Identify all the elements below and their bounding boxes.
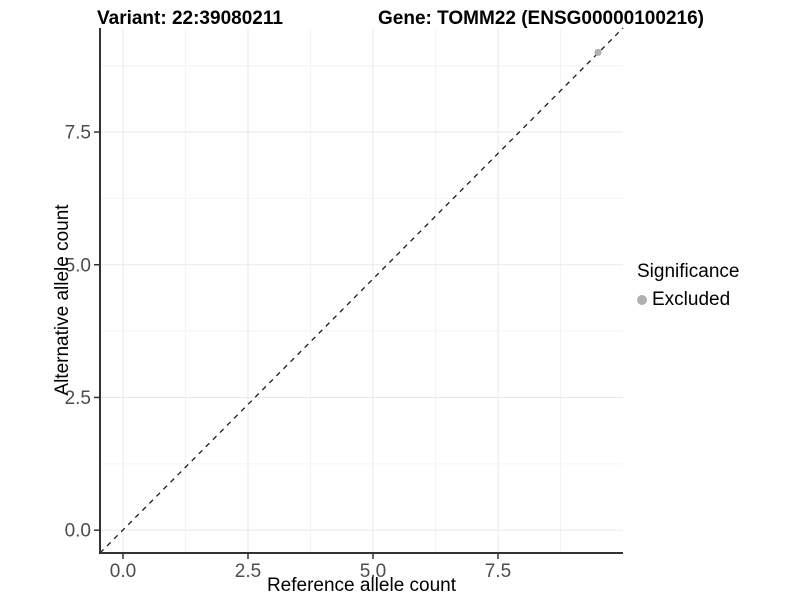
legend-excluded-dot-icon (637, 295, 647, 305)
grid-major (100, 28, 623, 553)
grid-minor (100, 28, 623, 553)
plot-title-gene: Gene: TOMM22 (ENSG00000100216) (378, 8, 704, 29)
data-point-excluded (594, 48, 602, 57)
y-tick-label: 0.0 (65, 521, 91, 542)
axis-tick-labels: 0.0 2.5 5.0 7.5 0.0 2.5 5.0 7.5 (65, 123, 512, 582)
y-tick-label: 2.5 (65, 388, 91, 409)
legend-title: Significance (637, 261, 740, 282)
x-tick-label: 5.0 (360, 561, 386, 582)
x-tick-label: 0.0 (110, 561, 136, 582)
legend: Significance Excluded (637, 261, 739, 311)
x-tick-label: 2.5 (235, 561, 261, 582)
legend-item-excluded: Excluded (637, 289, 739, 311)
identity-reference-line (99, 27, 624, 554)
y-axis-title: Alternative allele count (52, 204, 73, 396)
plot-title-variant: Variant: 22:39080211 (97, 8, 283, 29)
x-axis-title: Reference allele count (266, 575, 457, 596)
x-tick-label: 7.5 (485, 561, 511, 582)
axis-ticks (94, 131, 499, 559)
y-tick-label: 7.5 (65, 123, 91, 144)
legend-item-label: Excluded (652, 289, 731, 310)
y-tick-label: 5.0 (65, 255, 91, 276)
